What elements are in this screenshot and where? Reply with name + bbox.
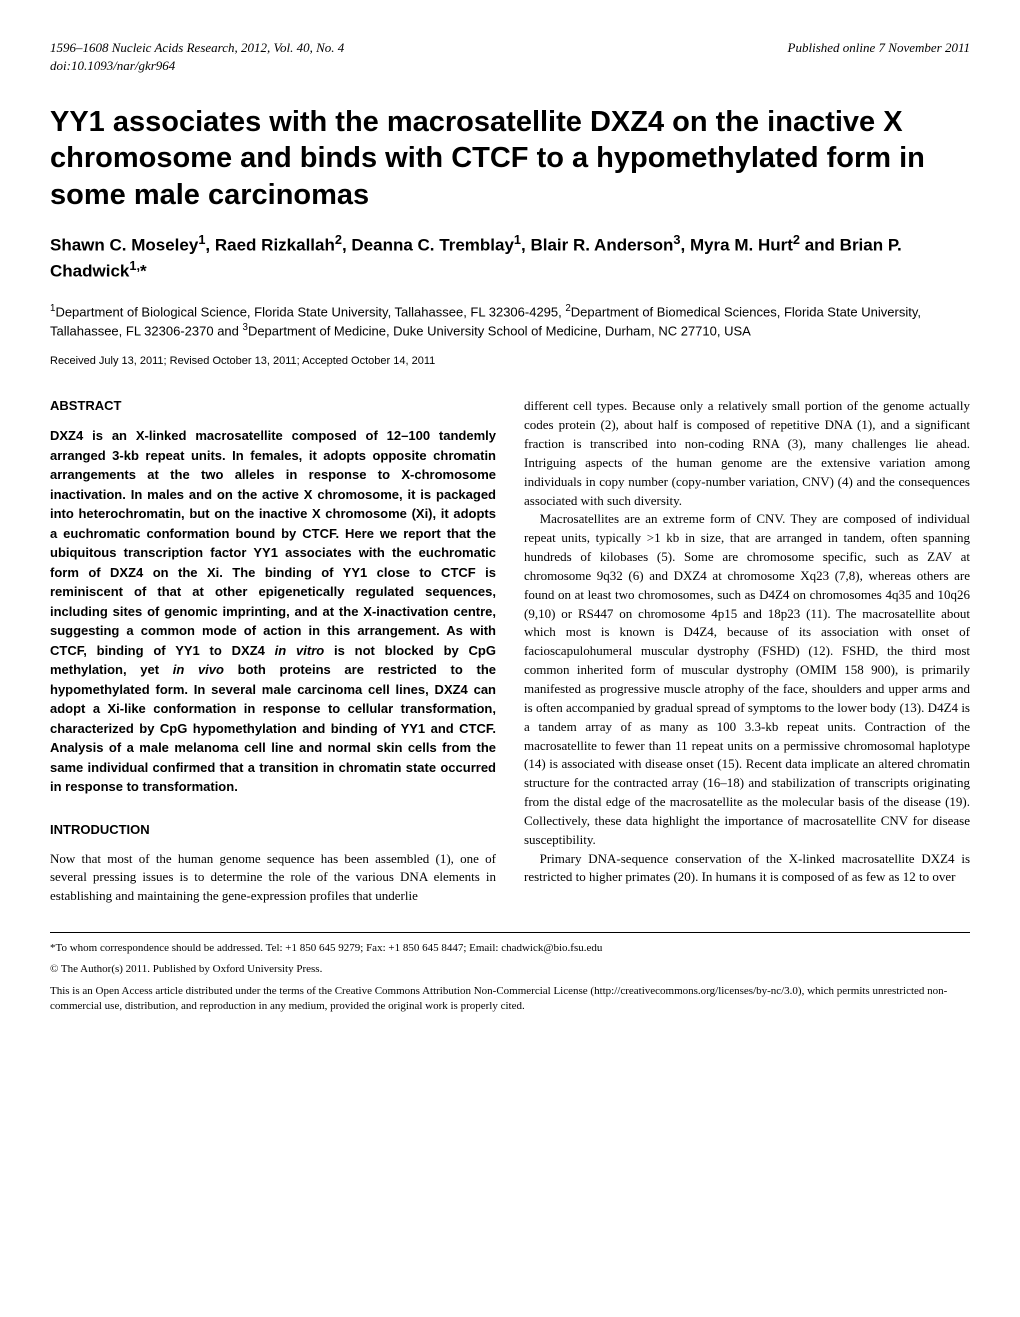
body-paragraph-2: Macrosatellites are an extreme form of C… [524, 510, 970, 849]
corresponding-author-footnote: *To whom correspondence should be addres… [50, 941, 970, 956]
authors: Shawn C. Moseley1, Raed Rizkallah2, Dean… [50, 231, 970, 284]
left-column: ABSTRACT DXZ4 is an X-linked macrosatell… [50, 397, 496, 906]
copyright-footnote: © The Author(s) 2011. Published by Oxfor… [50, 962, 970, 977]
introduction-heading: INTRODUCTION [50, 821, 496, 840]
abstract-heading: ABSTRACT [50, 397, 496, 416]
right-column: different cell types. Because only a rel… [524, 397, 970, 906]
footer-rule [50, 932, 970, 933]
doi: doi:10.1093/nar/gkr964 [50, 58, 970, 74]
article-dates: Received July 13, 2011; Revised October … [50, 355, 970, 367]
body-columns: ABSTRACT DXZ4 is an X-linked macrosatell… [50, 397, 970, 906]
running-header: 1596–1608 Nucleic Acids Research, 2012, … [50, 40, 970, 56]
abstract-body: DXZ4 is an X-linked macrosatellite compo… [50, 426, 496, 797]
intro-paragraph-left: Now that most of the human genome sequen… [50, 850, 496, 907]
body-paragraph-1: different cell types. Because only a rel… [524, 397, 970, 510]
affiliations: 1Department of Biological Science, Flori… [50, 302, 970, 342]
header-right: Published online 7 November 2011 [788, 40, 970, 56]
article-title: YY1 associates with the macrosatellite D… [50, 104, 970, 213]
body-paragraph-3: Primary DNA-sequence conservation of the… [524, 850, 970, 888]
license-footnote: This is an Open Access article distribut… [50, 984, 970, 1015]
header-left: 1596–1608 Nucleic Acids Research, 2012, … [50, 40, 344, 56]
